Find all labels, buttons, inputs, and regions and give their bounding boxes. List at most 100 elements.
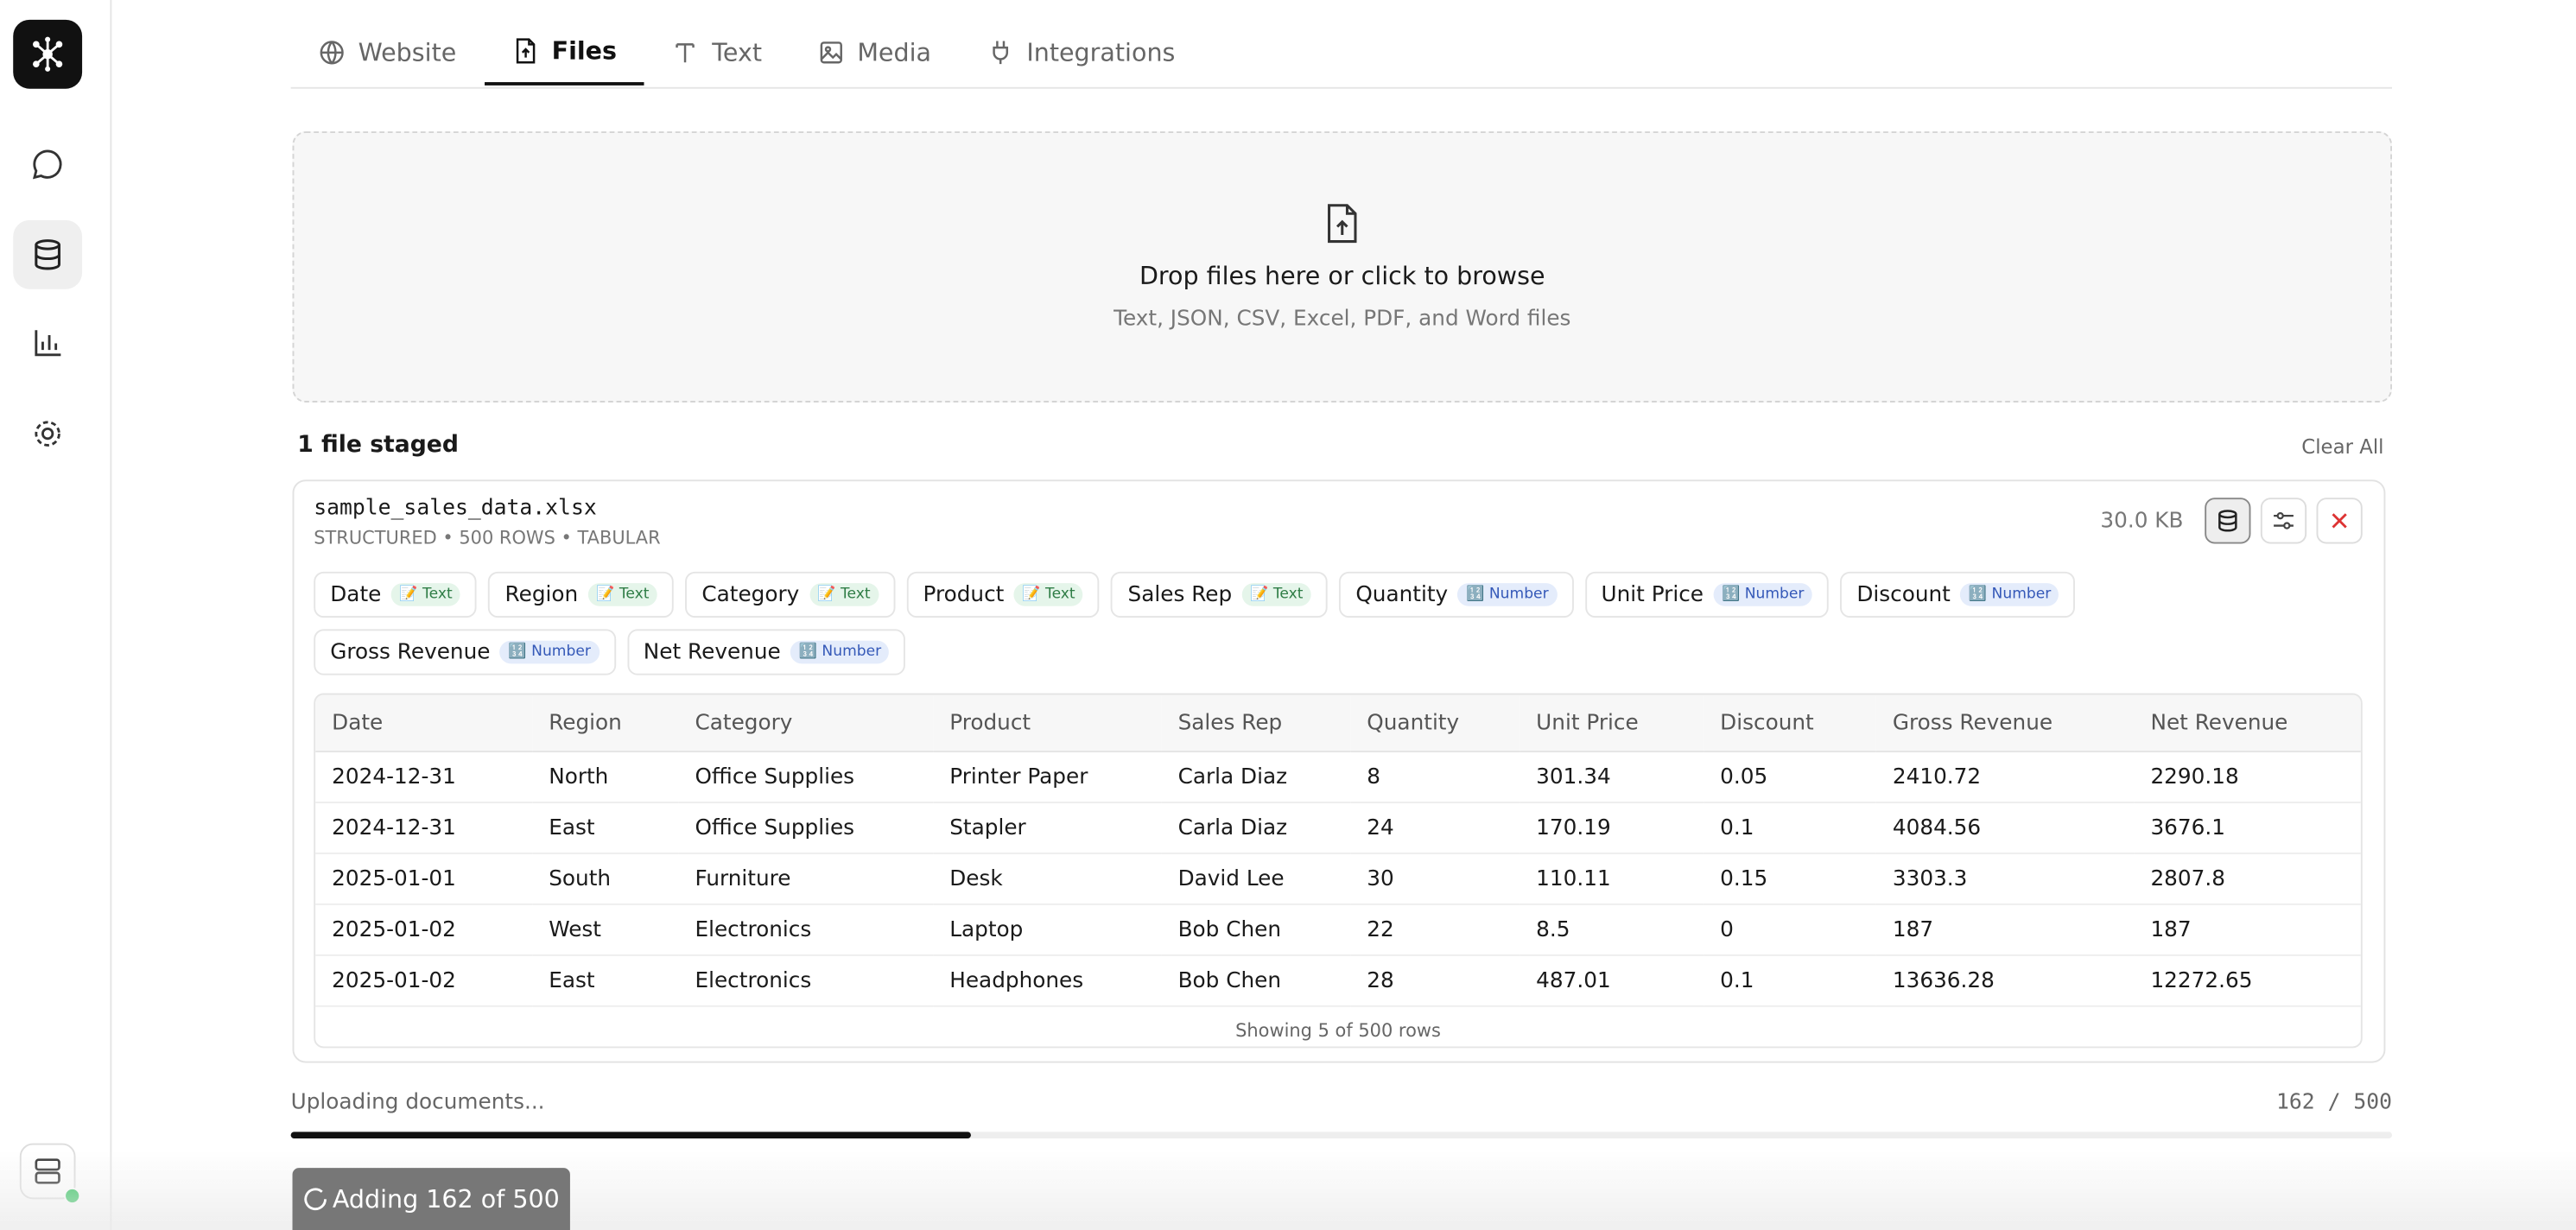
table-cell: 12272.65 [2134,954,2361,1007]
table-cell: 187 [2134,903,2361,956]
options-button[interactable] [2260,498,2307,544]
tab-icon [676,43,695,63]
table-cell: David Lee [1161,853,1351,905]
settings-icon[interactable] [13,399,82,468]
table-cell: Office Supplies [678,802,934,854]
table-cell: 3303.3 [1875,853,2135,905]
column-name: Unit Price [1601,582,1704,607]
table-cell: 2025-01-02 [315,903,533,956]
table-cell: Desk [933,853,1162,905]
column-name: Sales Rep [1127,582,1233,607]
table-row: 2025-01-02 East Electronics Headphones Bob C… [315,954,2361,1007]
structured-button[interactable] [2205,498,2251,544]
tab-label: Files [551,35,618,67]
table-cell: South [532,853,679,905]
tab-label: Media [857,37,932,67]
tab[interactable]: Website [291,20,485,86]
column-header: Unit Price [1520,694,1704,753]
file-meta: STRUCTURED • 500 ROWS • TABULAR [314,527,661,549]
table-cell: East [532,802,679,854]
table-cell: Stapler [933,802,1162,854]
table-row: 2025-01-01 South Furniture Desk David Lee 30 1… [315,853,2361,905]
file-card: sample_sales_data.xlsx STRUCTURED • 500 … [292,479,2386,1063]
type-badge: 🔢 Number [499,640,600,664]
column-chip: Region 📝 Text [488,571,675,618]
column-header: Date [315,694,533,753]
table-cell: 0 [1704,903,1876,956]
file-name: sample_sales_data.xlsx [314,496,597,521]
table-cell: 170.19 [1520,802,1704,854]
column-chip: Quantity 🔢 Number [1339,571,1574,618]
table-cell: Laptop [933,903,1162,956]
upload-count: 162 / 500 [2276,1090,2393,1116]
table-cell: 3676.1 [2134,802,2361,854]
column-chip: Unit Price 🔢 Number [1584,571,1830,618]
type-badge: 🔢 Number [1457,583,1558,606]
tab-bar: Website Files Text Media Integrations [290,20,2393,89]
type-badge: 📝 Text [1013,583,1084,606]
column-chip: Gross Revenue 🔢 Number [314,629,616,675]
dropzone-title: Drop files here or click to browse [1139,261,1545,291]
chat-icon[interactable] [13,130,82,199]
table-cell: 2025-01-02 [315,954,533,1007]
table-cell: West [532,903,679,956]
type-badge: 📝 Text [587,583,658,606]
remove-button[interactable] [2316,498,2363,544]
type-badge: 🔢 Number [790,640,890,664]
type-badge: 📝 Text [809,583,879,606]
column-header: Sales Rep [1161,694,1351,753]
table-cell: Office Supplies [678,751,934,803]
table-row: 2024-12-31 North Office Supplies Printer Pa… [315,751,2361,803]
table-cell: 28 [1350,954,1520,1007]
column-name: Discount [1856,582,1951,607]
table-cell: Furniture [678,853,934,905]
data-icon[interactable] [13,219,83,289]
column-name: Category [701,582,800,607]
logo[interactable] [13,19,83,89]
table-cell: 30 [1350,853,1520,905]
tab[interactable]: Media [790,20,959,86]
column-name: Region [504,582,579,607]
table-cell: 187 [1875,903,2135,956]
chart-icon[interactable] [13,309,82,378]
table-cell: 487.01 [1520,954,1704,1007]
table-cell: Headphones [933,954,1162,1007]
adding-button[interactable]: Adding 162 of 500 [292,1168,570,1230]
preview-table: Date Region Category Product Sales Rep Quanti… [314,693,2363,1049]
table-cell: 2024-12-31 [315,802,533,854]
staged-count: 1 file staged [297,432,459,459]
table-cell: 24 [1350,802,1520,854]
column-name: Quantity [1355,582,1449,607]
table: Date Region Category Product Sales Rep Quanti… [315,694,2361,1007]
table-cell: Bob Chen [1161,903,1351,956]
tab[interactable]: Integrations [959,20,1202,86]
table-cell: 2025-01-01 [315,853,533,905]
table-cell: 0.1 [1704,802,1876,854]
table-cell: 0.1 [1704,954,1876,1007]
column-chip: Discount 🔢 Number [1840,571,2076,618]
table-cell: Bob Chen [1161,954,1351,1007]
tab-icon [820,41,842,64]
column-name: Gross Revenue [330,639,491,665]
type-badge: 📝 Text [390,583,461,606]
column-name: Product [923,582,1005,607]
table-cell: Carla Diaz [1161,751,1351,803]
column-header: Category [678,694,934,753]
table-cell: 2410.72 [1875,751,2135,803]
column-chip: Sales Rep 📝 Text [1111,571,1329,618]
type-badge: 📝 Text [1241,583,1311,606]
column-header: Gross Revenue [1875,694,2135,753]
column-header: Discount [1704,694,1876,753]
clear-all[interactable]: Clear All [2301,434,2384,459]
column-name: Date [330,582,382,607]
file-size: 30.0 KB [2100,509,2184,535]
tab[interactable]: Text [644,20,790,86]
table-cell: Electronics [678,954,934,1007]
table-cell: 22 [1350,903,1520,956]
dropzone[interactable]: Drop files here or click to browse Text,… [292,131,2393,403]
button-label: Adding 162 of 500 [332,1184,560,1214]
table-cell: Electronics [678,903,934,956]
column-chip: Net Revenue 🔢 Number [626,629,906,675]
tab[interactable]: Files [484,20,645,86]
